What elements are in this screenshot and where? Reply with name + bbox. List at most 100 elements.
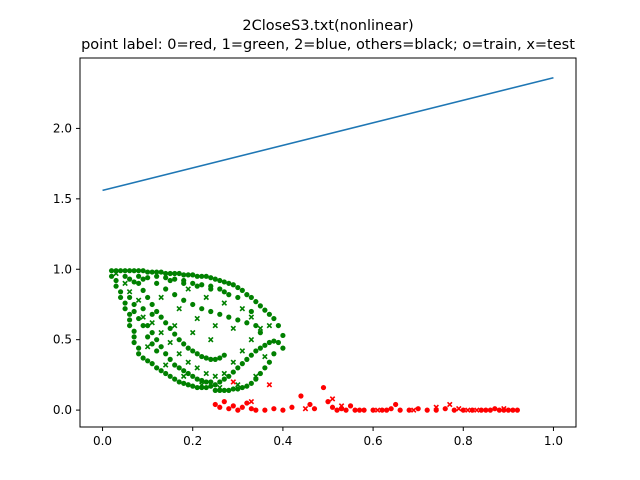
green-train-point [226, 387, 232, 393]
red-train-point [415, 406, 421, 412]
green-train-point [208, 356, 214, 362]
green-train-point [230, 386, 236, 392]
y-tick-label: 1.5 [53, 192, 72, 206]
red-train-point [487, 407, 493, 413]
green-train-point [199, 353, 205, 360]
green-train-point [199, 273, 205, 279]
red-train-point [320, 384, 327, 391]
green-train-point [122, 273, 128, 279]
green-test-point [203, 370, 210, 377]
red-train-point [235, 407, 241, 413]
green-train-point [154, 337, 160, 343]
green-train-point [217, 311, 223, 317]
green-train-point [149, 311, 155, 317]
green-train-point [131, 279, 137, 285]
green-train-point [113, 277, 119, 284]
green-train-point [244, 292, 250, 298]
red-train-point [388, 406, 394, 412]
green-train-point [190, 373, 196, 379]
green-train-point [190, 383, 196, 389]
green-train-point [149, 361, 155, 367]
green-train-point [136, 268, 142, 274]
green-test-point [194, 315, 201, 322]
green-test-point [122, 280, 128, 287]
red-train-point [496, 407, 502, 413]
green-train-point [257, 303, 263, 309]
green-train-point [194, 376, 200, 382]
green-train-point [239, 361, 245, 367]
green-train-point [190, 280, 196, 286]
green-train-point [140, 287, 146, 293]
green-train-point [158, 269, 164, 275]
green-train-point [108, 273, 115, 279]
green-test-point [257, 325, 264, 332]
green-test-point [212, 373, 219, 380]
red-test-point [374, 407, 381, 413]
green-train-point [221, 352, 227, 358]
green-train-point [127, 276, 133, 282]
green-train-point [280, 332, 286, 339]
red-train-point [325, 399, 331, 405]
green-train-point [167, 373, 173, 379]
green-train-point [190, 301, 196, 308]
green-train-point [194, 351, 200, 357]
green-test-point [230, 359, 237, 365]
green-train-point [145, 334, 151, 340]
red-test-point [230, 379, 237, 385]
red-train-point [406, 407, 412, 413]
green-train-point [154, 348, 160, 354]
green-train-point [230, 282, 236, 288]
green-train-point [271, 338, 277, 344]
green-train-point [117, 268, 124, 274]
green-train-point [248, 380, 254, 386]
green-test-point [235, 381, 241, 388]
green-train-point [248, 352, 254, 358]
green-train-point [262, 365, 268, 371]
red-train-point [370, 407, 376, 413]
green-train-point [181, 380, 187, 386]
green-train-point [217, 277, 223, 284]
green-train-point [226, 280, 232, 286]
red-test-point [465, 407, 471, 413]
green-train-point [131, 334, 137, 340]
green-train-point [140, 268, 146, 274]
red-train-point [239, 404, 245, 410]
red-train-point [478, 407, 484, 413]
green-train-point [149, 269, 155, 275]
green-train-point [266, 311, 272, 317]
green-test-point [221, 300, 228, 306]
green-test-point [144, 343, 151, 350]
red-train-point [226, 406, 232, 412]
green-test-point [113, 270, 119, 277]
green-test-point [207, 336, 214, 343]
green-train-point [154, 273, 160, 279]
green-test-point [248, 314, 255, 320]
green-train-point [181, 277, 187, 284]
green-train-point [131, 301, 137, 308]
red-train-point [483, 407, 489, 413]
green-train-point [203, 384, 209, 391]
green-train-point [221, 387, 227, 393]
green-test-point [126, 289, 133, 295]
green-test-point [194, 365, 201, 371]
green-train-point [257, 330, 263, 336]
green-train-point [163, 286, 169, 292]
reference-line [102, 76, 554, 192]
green-train-point [149, 301, 155, 308]
green-train-point [212, 387, 218, 393]
green-train-point [140, 276, 146, 282]
green-train-point [208, 275, 214, 281]
green-test-point [248, 336, 255, 343]
red-test-point [410, 407, 417, 413]
red-train-point [379, 407, 385, 413]
green-train-point [185, 370, 191, 377]
green-train-point [136, 280, 142, 286]
green-test-point [158, 294, 164, 301]
green-train-point [203, 379, 209, 385]
green-train-point [127, 322, 133, 329]
green-train-point [136, 351, 142, 357]
green-test-point [266, 322, 273, 329]
green-train-point [145, 294, 151, 301]
green-test-point [203, 294, 210, 301]
